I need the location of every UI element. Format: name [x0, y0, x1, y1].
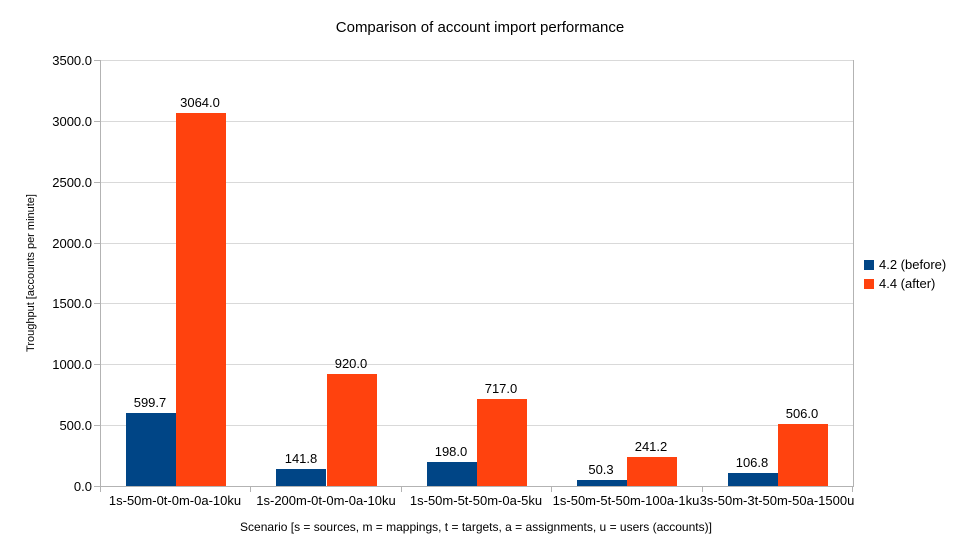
legend-item: 4.4 (after): [864, 274, 946, 293]
y-tick-label: 2000.0: [52, 236, 92, 251]
y-tick-label: 0.0: [73, 479, 92, 494]
y-tick-label: 3000.0: [52, 114, 92, 129]
legend-swatch: [864, 259, 874, 270]
x-tick-mark: [702, 487, 703, 492]
legend-swatch: [864, 278, 874, 289]
bar-value-label: 717.0: [484, 381, 518, 396]
y-tick-mark: [94, 60, 100, 61]
legend-item: 4.2 (before): [864, 255, 946, 274]
y-tick-mark: [94, 303, 100, 304]
y-tick-label: 3500.0: [52, 53, 92, 68]
x-tick-mark: [401, 487, 402, 492]
bar-value-label: 50.3: [588, 462, 614, 477]
gridline: [101, 121, 853, 122]
chart-title: Comparison of account import performance: [335, 19, 625, 36]
gridline: [101, 364, 853, 365]
y-tick-mark: [94, 243, 100, 244]
x-category-label: 1s-50m-5t-50m-100a-1ku: [552, 493, 700, 508]
gridline: [101, 60, 853, 61]
x-category-label: 1s-50m-5t-50m-0a-5ku: [409, 493, 543, 508]
y-tick-mark: [94, 182, 100, 183]
gridline: [101, 303, 853, 304]
x-category-label: 1s-200m-0t-0m-0a-10ku: [256, 493, 396, 508]
bar-after: [627, 457, 677, 486]
bar-after: [327, 374, 377, 486]
y-tick-mark: [94, 121, 100, 122]
gridline: [101, 182, 853, 183]
bar-value-label: 3064.0: [180, 95, 220, 110]
bar-after: [477, 399, 527, 486]
x-category-label: 1s-50m-0t-0m-0a-10ku: [108, 493, 242, 508]
x-category-label: 3s-50m-3t-50m-50a-1500u: [699, 493, 855, 508]
bar-before: [577, 480, 627, 486]
bar-value-label: 241.2: [634, 439, 668, 454]
plot-area: [100, 60, 854, 487]
bar-before: [427, 462, 477, 486]
x-tick-mark: [100, 487, 101, 492]
bar-before: [276, 469, 326, 486]
y-tick-mark: [94, 486, 100, 487]
legend-label: 4.2 (before): [879, 257, 947, 272]
y-tick-mark: [94, 425, 100, 426]
bar-after: [176, 113, 226, 486]
y-tick-mark: [94, 364, 100, 365]
bar-value-label: 106.8: [735, 455, 769, 470]
y-axis-title: Troughput [accounts per minute]: [25, 194, 37, 352]
bar-value-label: 599.7: [133, 395, 167, 410]
y-tick-label: 2500.0: [52, 175, 92, 190]
bar-before: [728, 473, 778, 486]
gridline: [101, 243, 853, 244]
x-tick-mark: [551, 487, 552, 492]
legend: 4.2 (before) 4.4 (after): [864, 255, 946, 293]
bar-value-label: 141.8: [284, 451, 318, 466]
bar-value-label: 506.0: [785, 406, 819, 421]
y-tick-label: 1000.0: [52, 357, 92, 372]
y-tick-label: 1500.0: [52, 296, 92, 311]
bar-value-label: 198.0: [434, 444, 468, 459]
x-tick-mark: [852, 487, 853, 492]
y-tick-label: 500.0: [59, 418, 92, 433]
x-tick-mark: [250, 487, 251, 492]
bar-value-label: 920.0: [334, 356, 368, 371]
legend-label: 4.4 (after): [879, 276, 936, 291]
x-axis-title: Scenario [s = sources, m = mappings, t =…: [240, 520, 712, 534]
bar-after: [778, 424, 828, 486]
bar-before: [126, 413, 176, 486]
